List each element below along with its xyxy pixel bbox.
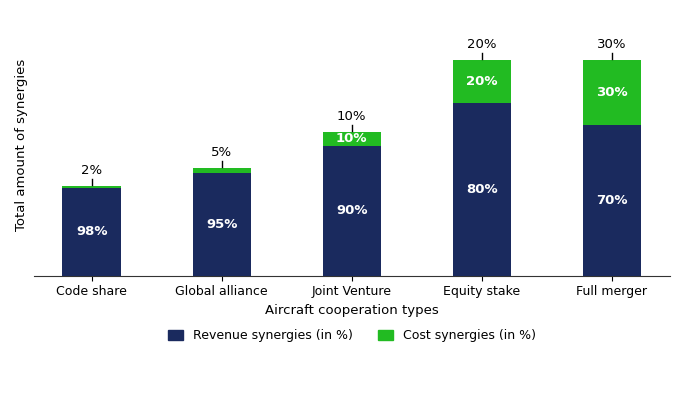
Text: 20%: 20% <box>467 38 497 51</box>
Text: 10%: 10% <box>337 110 366 123</box>
Bar <box>62 188 121 275</box>
Bar <box>323 132 381 146</box>
Text: 10%: 10% <box>336 132 368 146</box>
Text: 30%: 30% <box>597 38 627 51</box>
Text: 70%: 70% <box>596 194 627 207</box>
Legend: Revenue synergies (in %), Cost synergies (in %): Revenue synergies (in %), Cost synergies… <box>163 324 540 348</box>
Text: 95%: 95% <box>206 218 238 231</box>
Text: 2%: 2% <box>82 164 102 177</box>
Text: 20%: 20% <box>466 75 497 88</box>
Y-axis label: Total amount of synergies: Total amount of synergies <box>15 59 28 231</box>
Bar <box>192 173 251 275</box>
Text: 5%: 5% <box>211 146 232 159</box>
Bar <box>453 103 511 275</box>
Text: 30%: 30% <box>596 86 627 99</box>
Text: 90%: 90% <box>336 205 368 217</box>
Bar <box>582 60 641 125</box>
Text: 98%: 98% <box>76 225 108 238</box>
Bar <box>582 125 641 275</box>
Bar <box>192 168 251 173</box>
Bar <box>323 146 381 275</box>
Bar <box>62 186 121 188</box>
Text: 80%: 80% <box>466 183 497 196</box>
X-axis label: Aircraft cooperation types: Aircraft cooperation types <box>265 304 438 317</box>
Bar <box>453 60 511 103</box>
